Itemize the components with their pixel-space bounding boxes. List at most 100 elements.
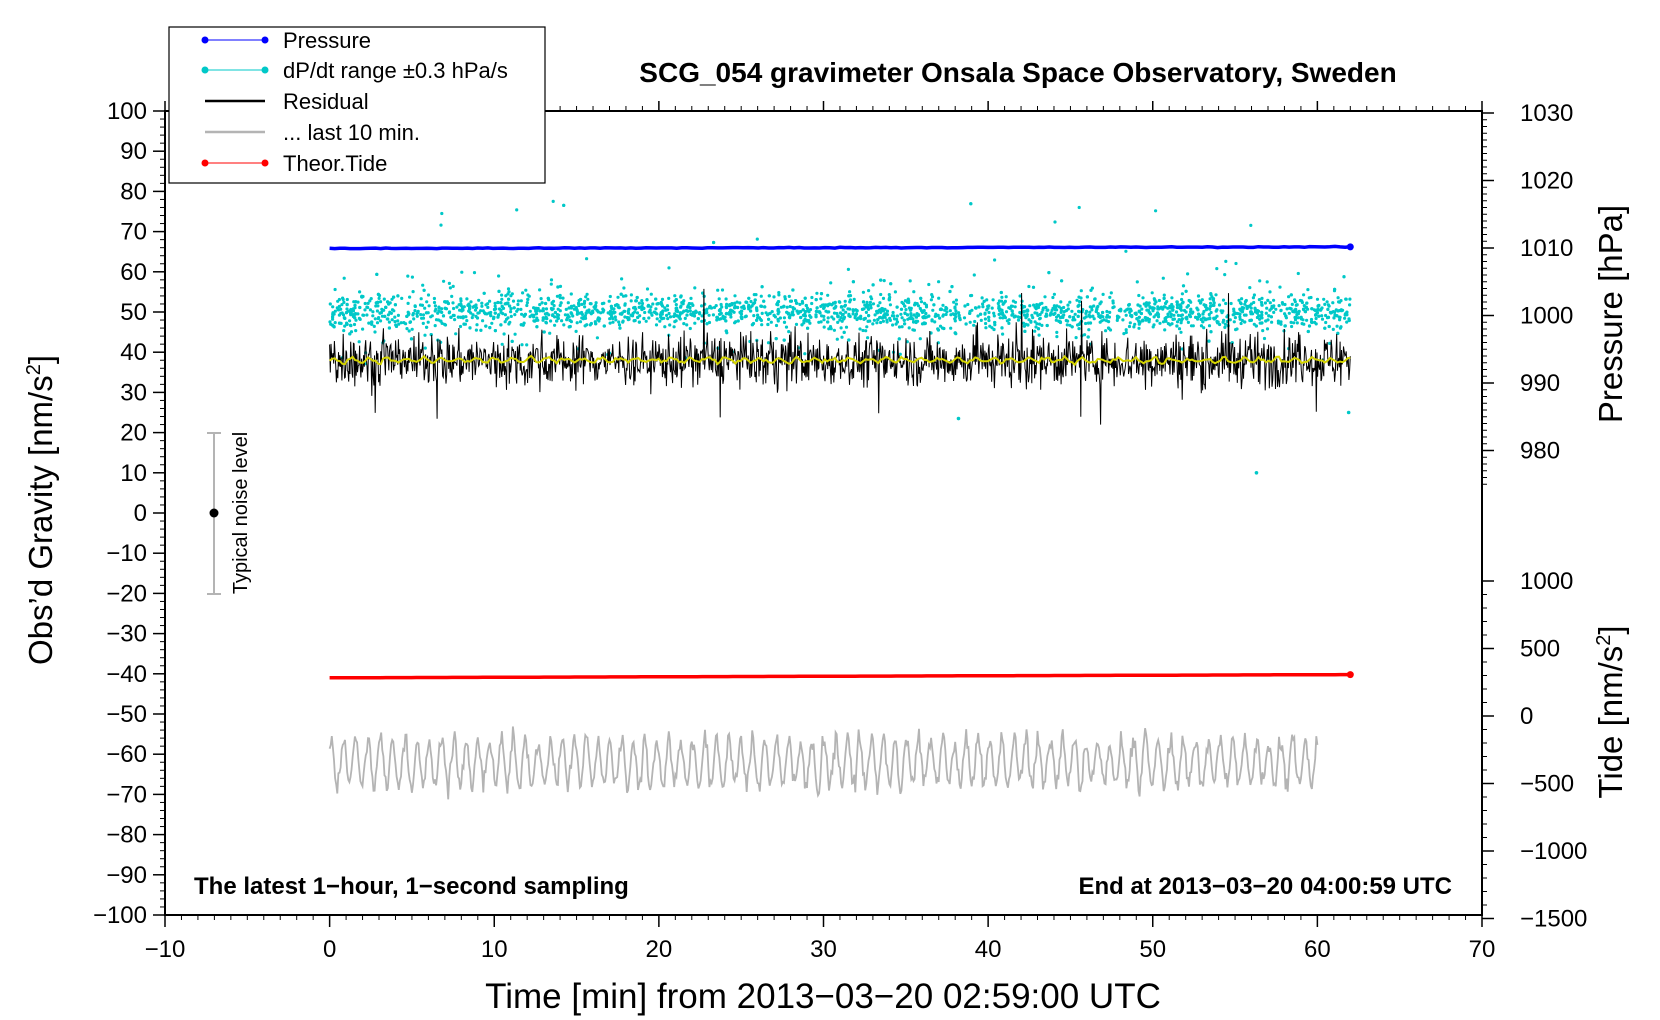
tide-tick-label-5: −1500: [1520, 906, 1587, 933]
dpdt-point: [1162, 305, 1166, 309]
dpdt-point: [580, 310, 584, 315]
dpdt-point: [1090, 308, 1094, 312]
dpdt-point: [1133, 322, 1137, 326]
dpdt-point: [1141, 296, 1145, 300]
dpdt-point: [1111, 306, 1115, 310]
dpdt-point: [1342, 275, 1346, 279]
dpdt-point: [1175, 320, 1180, 324]
dpdt-point: [361, 294, 365, 299]
dpdt-point: [499, 323, 503, 327]
dpdt-point: [1137, 315, 1141, 319]
dpdt-point: [801, 301, 805, 305]
dpdt-point: [990, 306, 994, 310]
dpdt-point: [1207, 339, 1211, 343]
dpdt-point: [932, 303, 936, 307]
dpdt-point: [828, 325, 833, 329]
dpdt-point: [920, 310, 925, 314]
dpdt-point: [964, 322, 968, 326]
dpdt-point: [897, 325, 902, 329]
legend-dpdt-label: dP/dt range ±0.3 hPa/s: [283, 58, 508, 83]
dpdt-point: [341, 313, 346, 317]
dpdt-point: [1007, 321, 1011, 325]
dpdt-point: [1216, 320, 1220, 324]
dpdt-point: [685, 323, 689, 327]
dpdt-point: [911, 317, 915, 321]
dpdt-point: [774, 337, 778, 341]
dpdt-point: [479, 328, 483, 332]
dpdt-point: [1271, 305, 1275, 309]
dpdt-point: [427, 304, 431, 308]
dpdt-point: [1268, 301, 1272, 305]
x-axis-label: Time [min] from 2013−03−20 02:59:00 UTC: [485, 977, 1161, 1016]
dpdt-point: [1124, 330, 1128, 335]
residual-series: [329, 288, 1351, 425]
dpdt-point: [617, 323, 622, 327]
dpdt-point: [538, 288, 542, 292]
dpdt-point: [688, 305, 692, 310]
dpdt-point: [739, 312, 744, 316]
dpdt-point: [432, 296, 436, 301]
dpdt-point: [1171, 305, 1175, 309]
dpdt-point: [1265, 306, 1269, 310]
dpdt-point: [1240, 318, 1244, 323]
dpdt-point: [536, 318, 540, 322]
dpdt-point: [1238, 307, 1242, 311]
dpdt-point: [607, 299, 611, 303]
dpdt-point: [1169, 315, 1173, 319]
dpdt-point: [861, 328, 865, 333]
dpdt-point: [878, 301, 882, 305]
dpdt-point: [637, 301, 642, 305]
dpdt-point: [851, 280, 856, 284]
dpdt-point: [909, 312, 913, 316]
dpdt-point: [759, 304, 763, 308]
dpdt-point: [1022, 324, 1026, 328]
dpdt-point: [1036, 327, 1041, 331]
dpdt-point: [880, 316, 885, 320]
dpdt-point: [331, 314, 335, 319]
dpdt-point: [440, 310, 444, 314]
dpdt-point: [806, 326, 810, 330]
dpdt-point: [647, 310, 651, 314]
dpdt-point: [782, 338, 786, 342]
dpdt-point: [1098, 302, 1102, 306]
dpdt-point: [370, 322, 374, 326]
dpdt-point: [513, 313, 517, 317]
dpdt-point: [900, 325, 904, 329]
dpdt-point: [575, 308, 579, 312]
dpdt-point: [629, 293, 634, 297]
dpdt-point: [970, 293, 974, 298]
dpdt-point: [830, 303, 834, 307]
dpdt-point: [714, 304, 718, 308]
dpdt-point: [782, 316, 787, 320]
dpdt-point: [1237, 298, 1241, 302]
dpdt-point: [1130, 314, 1134, 318]
dpdt-point: [571, 314, 575, 318]
dpdt-point: [900, 300, 904, 304]
dpdt-point: [779, 305, 783, 309]
dpdt-point: [578, 320, 583, 324]
dpdt-point: [817, 320, 821, 324]
dpdt-point: [408, 295, 412, 299]
dpdt-point: [903, 311, 907, 315]
dpdt-point: [486, 305, 490, 309]
dpdt-point: [832, 328, 837, 332]
dpdt-point: [1152, 315, 1156, 319]
dpdt-point: [999, 290, 1003, 295]
dpdt-point: [1315, 297, 1320, 301]
legend-item-last10: ... last 10 min.: [205, 120, 420, 145]
dpdt-point: [839, 305, 844, 309]
dpdt-point: [865, 300, 869, 304]
dpdt-point: [1034, 325, 1038, 329]
dpdt-point: [1171, 308, 1175, 312]
dpdt-point: [1331, 301, 1335, 305]
dpdt-point: [1045, 323, 1049, 328]
dpdt-point: [847, 294, 851, 298]
dpdt-point: [516, 299, 521, 303]
dpdt-point: [634, 299, 638, 303]
dpdt-point: [345, 322, 349, 326]
pressure-tick-label-0: 1030: [1520, 100, 1573, 127]
dpdt-point: [1084, 321, 1088, 326]
dpdt-point: [1139, 311, 1143, 316]
dpdt-point: [1246, 305, 1250, 309]
y-tick-label-4: 60: [120, 259, 147, 286]
